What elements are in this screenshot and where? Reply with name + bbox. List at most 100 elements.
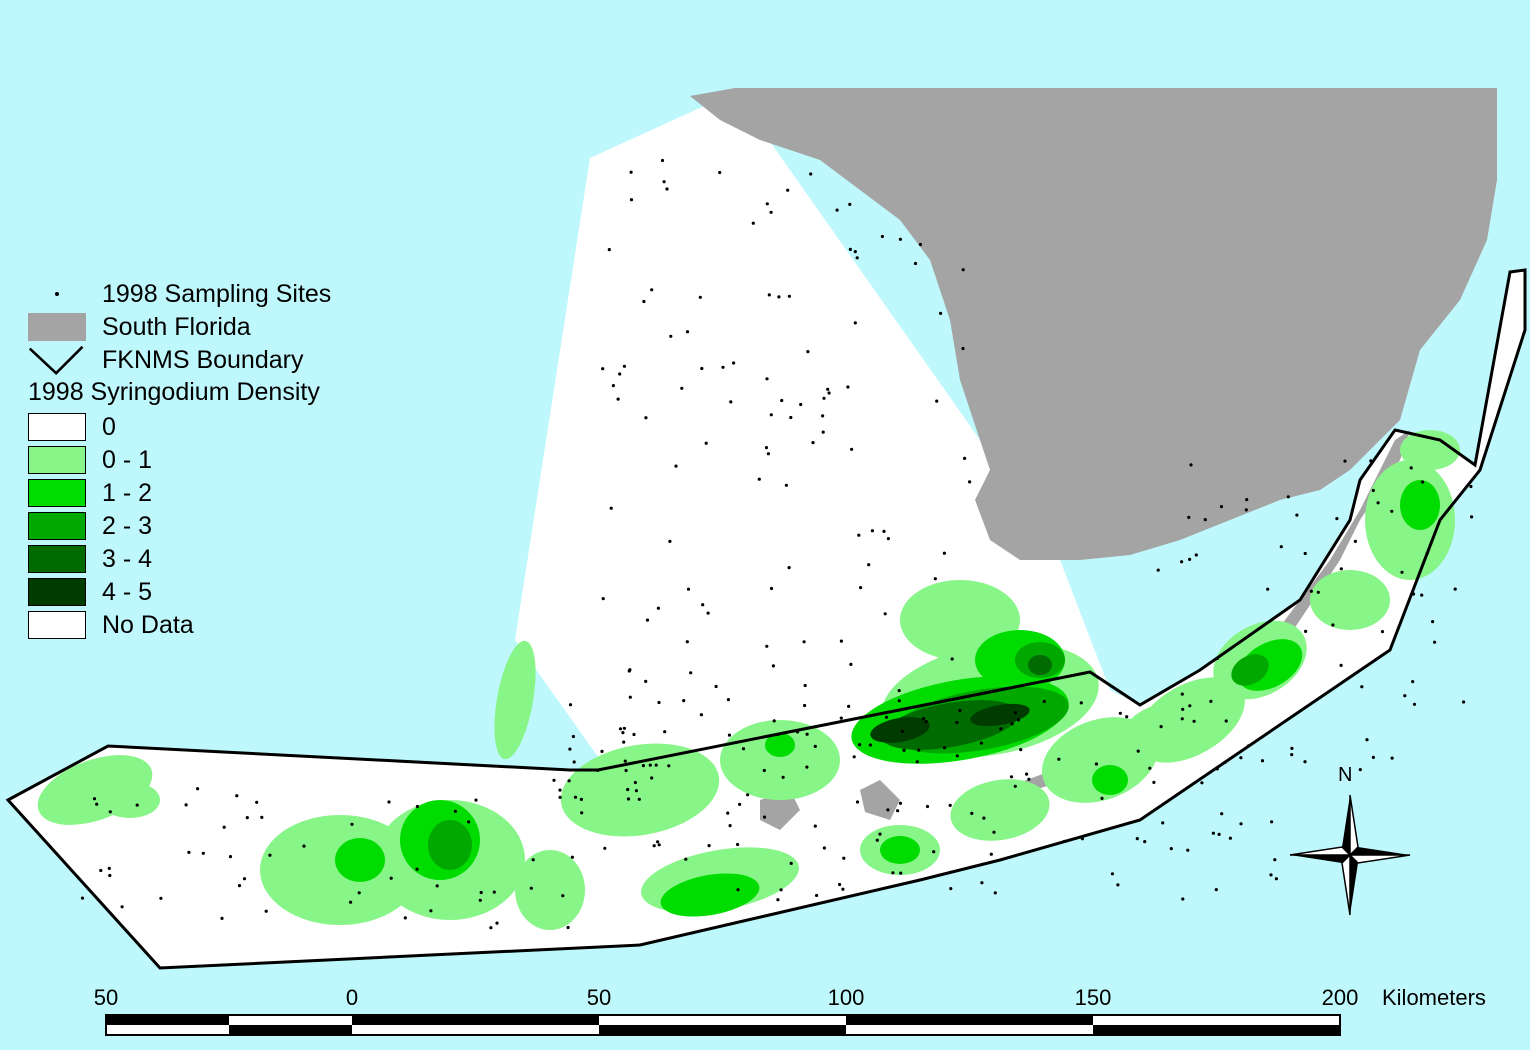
sampling-site <box>1358 768 1362 772</box>
sampling-site <box>1188 557 1192 562</box>
sampling-site <box>1273 858 1277 862</box>
sampling-site <box>622 364 627 368</box>
sampling-site <box>663 730 667 734</box>
sampling-site <box>999 727 1003 731</box>
sampling-site <box>242 877 247 881</box>
legend-boundary: FKNMS Boundary <box>28 344 303 376</box>
class-swatch <box>28 446 86 474</box>
density-patch <box>660 873 760 917</box>
sampling-site <box>842 856 846 860</box>
fknms-boundary <box>5 268 1527 970</box>
sampling-site <box>1027 777 1031 781</box>
sampling-site <box>350 822 354 826</box>
sampling-site <box>611 384 616 388</box>
sampling-site <box>489 926 493 930</box>
density-patch <box>1400 480 1440 530</box>
sampling-site <box>738 802 742 807</box>
land-swatch <box>28 313 86 341</box>
sampling-site <box>858 743 862 747</box>
sampling-site <box>841 887 845 891</box>
sampling-site <box>746 793 750 797</box>
legend-class-0: 0 <box>28 411 116 443</box>
sampling-site <box>1371 488 1375 493</box>
sampling-site <box>821 430 825 434</box>
north-label: N <box>1338 764 1353 786</box>
sampling-site <box>220 916 224 921</box>
sampling-site <box>196 787 200 791</box>
sampling-site <box>1412 702 1417 706</box>
sampling-site <box>846 385 850 389</box>
density-patch <box>428 820 472 870</box>
sampling-site <box>644 416 648 420</box>
sampling-site <box>1110 872 1114 876</box>
sampling-site <box>1360 685 1364 689</box>
sampling-site <box>268 853 272 857</box>
legend-class-5: 4 - 5 <box>28 576 152 608</box>
sampling-site <box>453 809 457 813</box>
sampling-site <box>821 414 825 418</box>
sampling-site <box>628 695 632 699</box>
sampling-site <box>961 268 965 272</box>
sampling-site <box>949 887 953 891</box>
sampling-site <box>622 726 627 730</box>
sampling-site <box>925 804 930 809</box>
sampling-site <box>467 820 471 824</box>
sampling-site <box>896 809 900 813</box>
class-label: 3 - 4 <box>102 544 153 573</box>
sampling-site <box>1189 463 1193 467</box>
sampling-site <box>561 894 565 898</box>
sampling-site <box>641 764 646 768</box>
sampling-site <box>650 776 654 780</box>
class-label: 4 - 5 <box>102 577 153 606</box>
sampling-site <box>685 640 689 644</box>
sampling-site <box>806 350 810 354</box>
sampling-site <box>729 400 733 404</box>
sampling-site <box>632 732 636 737</box>
sampling-site <box>1343 459 1347 463</box>
sampling-site <box>1136 749 1140 753</box>
sampling-site <box>1304 629 1308 634</box>
sampling-site <box>1290 746 1294 751</box>
class-label: 0 <box>102 412 116 441</box>
density-patch <box>515 850 585 930</box>
density-title: 1998 Syringodium Density <box>28 378 320 406</box>
density-patch <box>1231 654 1269 686</box>
sampling-site <box>429 909 433 913</box>
sampling-site <box>92 797 97 801</box>
scale-tick-label: 50 <box>586 985 612 1010</box>
sampling-site <box>656 606 661 610</box>
sampling-site <box>727 733 732 737</box>
sampling-site <box>570 855 575 859</box>
sampling-site <box>979 741 984 745</box>
sampling-site <box>1376 501 1380 505</box>
sampling-site <box>780 398 784 403</box>
sampling-site <box>108 810 112 814</box>
sampling-site <box>884 715 889 719</box>
scale-unit: Kilometers <box>1382 985 1486 1010</box>
sampling-site <box>1266 587 1270 591</box>
sampling-site <box>922 717 926 721</box>
sampling-site <box>1042 699 1046 704</box>
sampling-site <box>902 748 906 752</box>
sampling-site <box>726 811 730 815</box>
sampling-site <box>415 804 419 809</box>
sampling-site <box>415 867 419 871</box>
sampling-site <box>924 720 928 724</box>
sampling-site <box>1194 553 1198 557</box>
class-swatch <box>28 512 86 540</box>
sampling-site <box>950 657 954 661</box>
sampling-site <box>669 334 673 338</box>
sampling-site <box>1116 883 1120 887</box>
sampling-site <box>642 299 646 304</box>
sampling-site <box>1470 515 1474 519</box>
sampling-site <box>645 618 650 622</box>
sampling-site <box>839 639 844 643</box>
density-patch <box>1310 570 1390 630</box>
sampling-site <box>803 683 807 688</box>
sampling-site <box>1420 593 1424 597</box>
class-label: 2 - 3 <box>102 511 153 540</box>
sampling-site <box>769 586 774 591</box>
class-swatch <box>28 611 86 639</box>
sampling-site <box>478 898 482 902</box>
keys-islands-3 <box>860 780 900 820</box>
